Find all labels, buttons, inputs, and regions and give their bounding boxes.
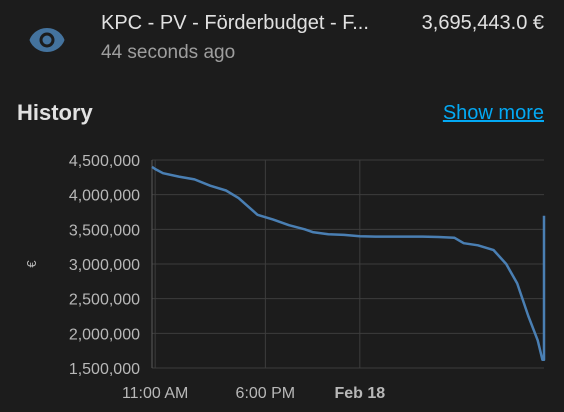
y-tick-label: 2,000,000 [69,326,140,343]
y-tick-label: 1,500,000 [69,361,140,378]
x-tick-label: 11:00 AM [122,385,188,402]
entity-state-value: 3,695,443.0 € [421,12,544,34]
entity-name: KPC - PV - Förderbudget - F... [101,12,369,34]
y-tick-label: 4,000,000 [69,188,140,205]
y-tick-label: 3,500,000 [69,222,140,239]
y-tick-label: 4,500,000 [69,153,140,170]
y-tick-label: 2,500,000 [69,292,140,309]
y-axis-label: € [24,260,39,268]
y-axis-ticks: 4,500,000 4,000,000 3,500,000 3,000,000 2,50… [69,153,140,378]
show-more-link[interactable]: Show more [442,102,544,124]
x-tick-label: 6:00 PM [236,385,296,402]
y-tick-label: 3,000,000 [69,257,140,274]
x-axis-ticks: 11:00 AM 6:00 PM Feb 18 [122,385,385,402]
chart-series [151,165,546,361]
eye-icon [29,28,65,52]
last-changed-time: 44 seconds ago [101,42,236,63]
series-line [151,165,546,361]
history-chart[interactable]: 4,500,000 4,000,000 3,500,000 3,000,000 2,50… [0,140,564,412]
chart-grid [151,159,544,369]
entity-row[interactable]: KPC - PV - Förderbudget - F... 44 second… [0,0,564,80]
history-title: History [17,100,93,125]
x-tick-label: Feb 18 [334,385,385,402]
